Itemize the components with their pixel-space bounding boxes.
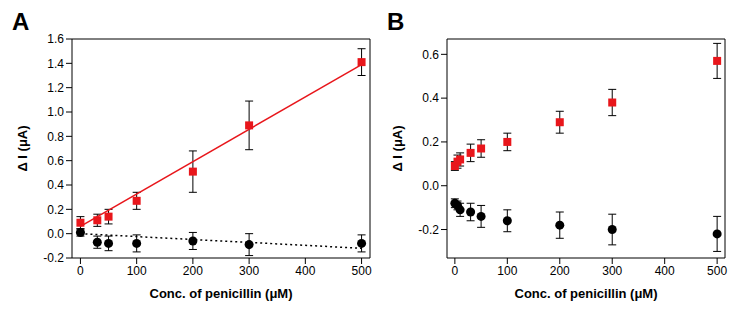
svg-text:200: 200: [183, 264, 203, 278]
svg-text:1.4: 1.4: [47, 57, 64, 71]
svg-text:300: 300: [602, 264, 622, 278]
svg-text:500: 500: [707, 264, 727, 278]
html-text:A: A: [12, 8, 30, 35]
svg-text:0.4: 0.4: [47, 178, 64, 192]
svg-text:400: 400: [295, 264, 315, 278]
svg-text:0.0: 0.0: [422, 179, 439, 193]
svg-text:500: 500: [352, 264, 372, 278]
svg-text:Conc. of penicillin (μM): Conc. of penicillin (μM): [515, 286, 658, 301]
svg-text:0.2: 0.2: [47, 203, 64, 217]
svg-text:0.8: 0.8: [47, 130, 64, 144]
html-text:B: B: [387, 8, 405, 35]
svg-text:1.0: 1.0: [47, 105, 64, 119]
svg-text:Δ I (μA): Δ I (μA): [390, 125, 405, 171]
svg-text:300: 300: [239, 264, 259, 278]
svg-text:400: 400: [655, 264, 675, 278]
svg-text:Δ I (μA): Δ I (μA): [15, 125, 30, 171]
svg-text:-0.2: -0.2: [418, 223, 439, 237]
svg-text:1.2: 1.2: [47, 81, 64, 95]
svg-text:0.6: 0.6: [47, 154, 64, 168]
svg-text:200: 200: [550, 264, 570, 278]
svg-text:0: 0: [77, 264, 84, 278]
svg-text:0: 0: [452, 264, 459, 278]
svg-text:0.0: 0.0: [47, 227, 64, 241]
svg-text:0.2: 0.2: [422, 135, 439, 149]
svg-text:100: 100: [497, 264, 517, 278]
svg-text:Conc. of penicillin (μM): Conc. of penicillin (μM): [150, 286, 293, 301]
svg-text:100: 100: [127, 264, 147, 278]
svg-text:0.4: 0.4: [422, 91, 439, 105]
svg-text:0.6: 0.6: [422, 48, 439, 62]
svg-text:-0.2: -0.2: [43, 251, 64, 265]
svg-text:1.6: 1.6: [47, 32, 64, 46]
